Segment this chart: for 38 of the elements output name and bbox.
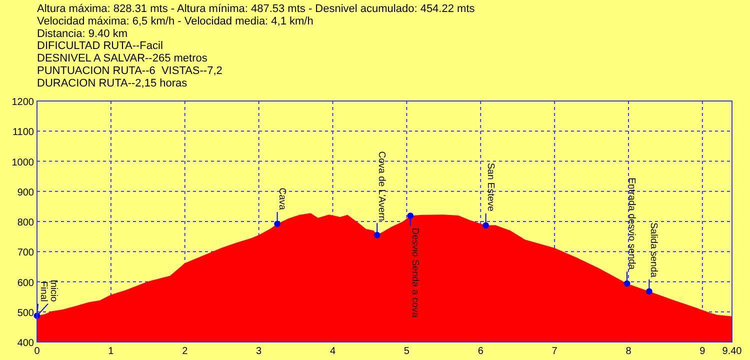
annotation: Salida senda <box>648 222 660 278</box>
x-tick-label: 2 <box>182 346 188 357</box>
text: DURACION RUTA--2,15 horas <box>37 77 188 90</box>
x-tick-label: 1 <box>108 346 114 357</box>
y-tick-label: 1100 <box>12 127 34 138</box>
y-tick-label: 500 <box>17 308 34 319</box>
point <box>274 220 280 228</box>
text: DESNIVEL A SALVAR--265 metros <box>37 52 208 65</box>
annotation: Entrada desvio senda <box>626 178 638 270</box>
x-tick-label: 0 <box>34 346 40 357</box>
y-tick-label: 1200 <box>12 97 34 108</box>
x-tick-label: 3 <box>256 346 262 357</box>
text: Distancia: 9.40 km <box>37 28 128 40</box>
annotation: Cava <box>276 188 288 211</box>
x-tick-label: 6 <box>478 346 484 357</box>
y-tick-label: 1000 <box>12 157 34 168</box>
y-tick-label: 400 <box>17 338 34 349</box>
text: Velocidad máxima: 6,5 km/h - Velocidad media: 4,1 km/h <box>37 15 314 28</box>
annotation: Final <box>38 281 49 302</box>
x-tick-label: 9.40 <box>722 346 742 357</box>
y-tick-label: 600 <box>17 278 34 289</box>
text: PUNTUACION RUTA--6 VISTAS--7,2 <box>37 65 222 77</box>
point <box>407 212 414 219</box>
x-tick-label: 7 <box>552 346 558 357</box>
x-tick-label: 4 <box>330 346 336 357</box>
y-tick-label: 900 <box>17 187 34 198</box>
y-tick-label: 800 <box>17 218 34 228</box>
annotation: San Esteve <box>484 162 496 212</box>
text: DIFICULTAD RUTA--Facil <box>37 40 163 52</box>
x-tick-label: 5 <box>404 346 410 357</box>
x-tick-label: 9 <box>700 346 706 357</box>
y-tick-label: 700 <box>17 248 34 259</box>
annotation: Inicio <box>48 280 59 302</box>
text: Altura máxima: 828.31 mts - Altura mínima: 487.53 mts - Desnivel acumulado: 454.22 mts <box>37 3 476 15</box>
annotation: Desvio Senda a cova <box>409 228 420 318</box>
annotation: Cova de L'Avern <box>376 151 388 222</box>
x-tick-label: 8 <box>626 346 632 357</box>
point <box>482 222 489 229</box>
